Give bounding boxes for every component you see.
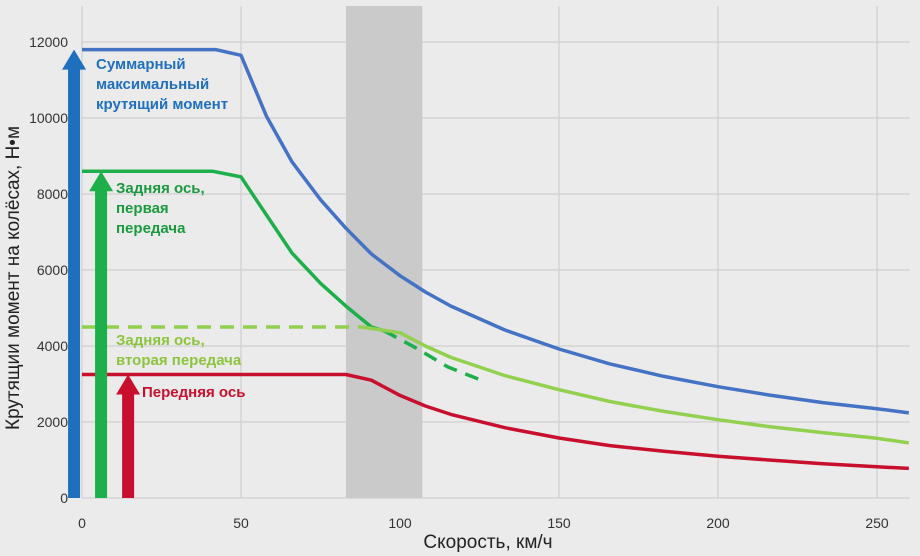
level-arrow-3 xyxy=(116,374,141,498)
annotation-line: вторая передача xyxy=(116,352,242,369)
level-arrow-1 xyxy=(89,171,114,498)
level-arrow-0 xyxy=(62,49,87,498)
arrow-head xyxy=(89,171,114,192)
x-tick-label: 0 xyxy=(78,515,86,531)
annotation-line: первая xyxy=(116,200,169,217)
annotation-label-1: Задняя ось, первая передача xyxy=(116,180,205,237)
series-line-0 xyxy=(82,47,910,415)
y-tick-label: 4000 xyxy=(37,338,68,354)
annotation-line: Передняя ось xyxy=(142,384,245,401)
x-tick-label: 50 xyxy=(233,515,249,531)
arrow-shaft xyxy=(68,67,81,498)
annotation-label-2: Задняя ось, вторая передача xyxy=(116,332,242,369)
annotation-label-3: Передняя ось xyxy=(142,384,245,401)
x-tick-label: 100 xyxy=(388,515,412,531)
x-tick-label: 150 xyxy=(547,515,571,531)
series-line-4 xyxy=(361,325,910,445)
annotation-line: максимальный xyxy=(96,76,209,93)
highlight-band xyxy=(345,6,423,498)
y-tick-label: 12000 xyxy=(29,34,68,50)
y-tick-label: 8000 xyxy=(37,186,68,202)
y-tick-label: 10000 xyxy=(29,110,68,126)
x-tick-label: 200 xyxy=(706,515,730,531)
annotation-line: крутящий момент xyxy=(96,96,228,113)
arrow-head xyxy=(116,374,141,395)
arrow-shaft xyxy=(95,189,108,498)
series-line-1 xyxy=(82,169,385,333)
series-line-2 xyxy=(383,329,487,384)
annotation-label-0: Суммарный максимальный крутящий момент xyxy=(96,56,228,113)
annotation-line: Задняя ось, xyxy=(116,332,205,349)
annotation-line: Задняя ось, xyxy=(116,180,205,197)
arrow-shaft xyxy=(122,392,135,498)
x-tick-label: 250 xyxy=(865,515,889,531)
y-tick-label: 0 xyxy=(60,490,68,506)
y-tick-label: 2000 xyxy=(37,414,68,430)
x-axis-title: Скорость, км/ч xyxy=(423,532,552,553)
y-axis-title: Крутящии момент на колёсах, Н•м xyxy=(3,126,24,430)
y-tick-label: 6000 xyxy=(37,262,68,278)
series-line-5 xyxy=(82,372,909,471)
annotation-line: Суммарный xyxy=(96,56,186,73)
annotation-line: передача xyxy=(116,220,186,237)
arrow-head xyxy=(62,49,87,70)
